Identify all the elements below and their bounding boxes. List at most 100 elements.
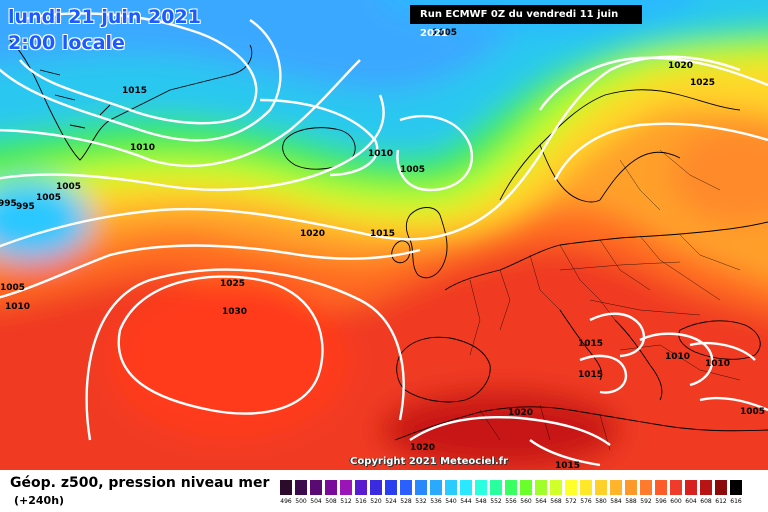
- isobar-label: 1025: [690, 78, 715, 88]
- color-scale-label: 572: [565, 498, 577, 505]
- color-scale-swatch: [625, 480, 637, 495]
- isobar-label: 1015: [578, 370, 603, 380]
- color-scale-swatch: [400, 480, 412, 495]
- isobar-label: 1020: [668, 61, 693, 71]
- forecast-lead-time: (+240h): [14, 494, 65, 507]
- isobar-label: 995: [0, 199, 17, 209]
- color-scale-swatch: [370, 480, 382, 495]
- country-borders: [469, 149, 741, 451]
- geopotential-color-field: [0, 0, 768, 470]
- color-scale-swatch: [430, 480, 442, 495]
- isobar-label: 1010: [705, 359, 730, 369]
- isobar-label: 1010: [130, 143, 155, 153]
- color-scale-swatch: [295, 480, 307, 495]
- isobar-label: 1015: [555, 461, 580, 470]
- isobar-label: 1005: [432, 28, 457, 38]
- isobar-label: 1010: [368, 149, 393, 159]
- color-scale-label: 600: [670, 498, 682, 505]
- color-scale-label: 556: [505, 498, 517, 505]
- color-scale-label: 560: [520, 498, 532, 505]
- color-scale-label: 552: [490, 498, 502, 505]
- isobar-label: 1010: [665, 352, 690, 362]
- color-scale-swatch: [580, 480, 592, 495]
- isobar-label: 1005: [56, 182, 81, 192]
- color-scale-label: 516: [355, 498, 367, 505]
- color-scale-label: 584: [610, 498, 622, 505]
- color-scale-swatch: [310, 480, 322, 495]
- color-scale-label: 544: [460, 498, 472, 505]
- isobar-label: 1015: [578, 339, 603, 349]
- isobar-label: 1005: [740, 407, 765, 417]
- color-scale-label: 524: [385, 498, 397, 505]
- color-scale-swatch: [730, 480, 742, 495]
- color-scale-label: 580: [595, 498, 607, 505]
- color-scale-label: 500: [295, 498, 307, 505]
- color-scale-label: 588: [625, 498, 637, 505]
- isobar-label: 1015: [370, 229, 395, 239]
- color-scale-swatch: [490, 480, 502, 495]
- color-scale-swatch: [535, 480, 547, 495]
- color-scale-swatch: [385, 480, 397, 495]
- color-scale-swatch: [280, 480, 292, 495]
- color-scale-swatch: [595, 480, 607, 495]
- color-scale-swatch: [610, 480, 622, 495]
- forecast-time: 2:00 locale: [8, 32, 125, 54]
- color-scale-label: 564: [535, 498, 547, 505]
- isobar-label: 1010: [5, 302, 30, 312]
- isobar-label: 1015: [122, 86, 147, 96]
- color-scale-swatch: [670, 480, 682, 495]
- color-scale-swatch: [505, 480, 517, 495]
- color-scale-label: 512: [340, 498, 352, 505]
- color-scale-label: 536: [430, 498, 442, 505]
- color-scale-label: 568: [550, 498, 562, 505]
- color-scale-label: 496: [280, 498, 292, 505]
- color-scale-swatch: [445, 480, 457, 495]
- isobar-label: 1020: [300, 229, 325, 239]
- isobar-label: 1020: [508, 408, 533, 418]
- color-scale-label: 596: [655, 498, 667, 505]
- color-scale-swatch: [715, 480, 727, 495]
- color-scale-label: 508: [325, 498, 337, 505]
- color-scale-label: 612: [715, 498, 727, 505]
- color-scale-swatch: [520, 480, 532, 495]
- color-scale-label: 604: [685, 498, 697, 505]
- color-scale-label: 616: [730, 498, 742, 505]
- color-scale-swatch: [685, 480, 697, 495]
- color-scale-swatch: [550, 480, 562, 495]
- color-scale-label: 576: [580, 498, 592, 505]
- copyright-notice: Copyright 2021 Meteociel.fr: [350, 456, 508, 467]
- isobar-label: 1030: [222, 307, 247, 317]
- color-scale-label: 608: [700, 498, 712, 505]
- isobar-label: 1005: [400, 165, 425, 175]
- map-title: Géop. z500, pression niveau mer: [10, 475, 270, 491]
- map-canvas: 1005 1015 1010 1005 995 995 1005 1010 10…: [0, 0, 768, 470]
- color-scale-swatch: [475, 480, 487, 495]
- isobar-label: 1005: [0, 283, 25, 293]
- color-scale-swatch: [355, 480, 367, 495]
- run-info-banner: Run ECMWF 0Z du vendredi 11 juin 2021: [410, 5, 642, 39]
- color-scale-label: 548: [475, 498, 487, 505]
- color-scale-swatch: [340, 480, 352, 495]
- color-scale-label: 532: [415, 498, 427, 505]
- color-scale-swatch: [640, 480, 652, 495]
- forecast-date: lundi 21 juin 2021: [8, 6, 201, 28]
- map-footer: Géop. z500, pression niveau mer (+240h) …: [0, 470, 768, 512]
- color-scale-label: 592: [640, 498, 652, 505]
- isobar-label: 1020: [410, 443, 435, 453]
- geopotential-map: 1005 1015 1010 1005 995 995 1005 1010 10…: [0, 0, 768, 470]
- isobars: [0, 12, 768, 467]
- isobar-label: 1025: [220, 279, 245, 289]
- color-scale-label: 504: [310, 498, 322, 505]
- color-scale-label: 520: [370, 498, 382, 505]
- color-scale-legend: 496 500 504 508 512 516 520 524 528 532 536 540 544 5…: [280, 480, 746, 510]
- color-scale-swatch: [325, 480, 337, 495]
- color-scale-label: 528: [400, 498, 412, 505]
- isobar-label: 995: [16, 202, 35, 212]
- isobar-labels: 1005 1015 1010 1005 995 995 1005 1010 10…: [0, 28, 765, 470]
- color-scale-swatch: [460, 480, 472, 495]
- isobar-label: 1005: [36, 193, 61, 203]
- color-scale-swatch: [655, 480, 667, 495]
- color-scale-swatch: [565, 480, 577, 495]
- color-scale-swatch: [415, 480, 427, 495]
